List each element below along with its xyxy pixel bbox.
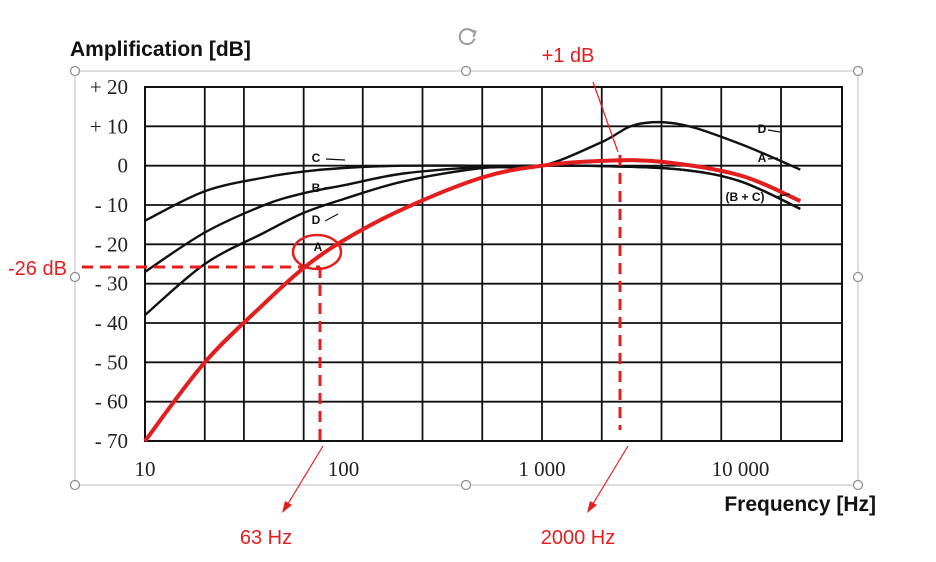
- series-line-a-highlight: [143, 158, 802, 443]
- resize-handle-top-left[interactable]: [69, 65, 81, 77]
- curve-label-leader: [767, 157, 779, 160]
- y-tick-label: + 10: [90, 114, 128, 138]
- x-tick-label: 100: [328, 457, 360, 481]
- resize-handle-top[interactable]: [460, 65, 472, 77]
- arrow-2000hz: [590, 445, 629, 508]
- series-line-c: [144, 164, 801, 222]
- y-tick-label: 0: [118, 154, 129, 178]
- x-axis-title: Frequency [Hz]: [724, 493, 876, 516]
- curve-label: D: [758, 122, 767, 136]
- y-tick-label: - 40: [95, 311, 128, 335]
- curve-label: D: [312, 213, 321, 227]
- curve-label: B: [312, 181, 321, 195]
- y-tick-label: - 20: [95, 232, 128, 256]
- arrow-63hz-head: [282, 501, 292, 513]
- y-axis-title: Amplification [dB]: [70, 38, 251, 61]
- y-tick-label: - 10: [95, 193, 128, 217]
- rotate-icon[interactable]: [458, 28, 477, 46]
- arrow-63hz: [285, 445, 324, 508]
- y-tick-label: - 60: [95, 390, 128, 414]
- plot-border: [144, 86, 843, 442]
- resize-handle-bottom-left[interactable]: [69, 479, 81, 491]
- arrow-2000hz-head: [587, 501, 597, 513]
- resize-handles[interactable]: [69, 65, 864, 491]
- resize-handle-top-right[interactable]: [852, 65, 864, 77]
- curve-label: (B + C): [726, 190, 765, 204]
- x-tick-label: 10: [135, 457, 156, 481]
- resize-handle-bottom-right[interactable]: [852, 479, 864, 491]
- series-line-d: [144, 120, 801, 317]
- highlight-circle: [291, 233, 343, 271]
- annotation-minus26db: -26 dB: [8, 258, 67, 280]
- curve-label-leader: [774, 193, 791, 198]
- curve-label: A: [314, 240, 323, 254]
- curve-label-leader: [325, 158, 346, 161]
- curve-label-leader: [324, 213, 339, 222]
- x-tick-label: 1 000: [518, 457, 565, 481]
- chart-grid: [144, 86, 843, 442]
- series-lines: [143, 120, 802, 443]
- y-tick-labels: + 20 + 10 0 - 10 - 20 - 30 - 40 - 50 - 60 - 70: [90, 75, 128, 453]
- x-tick-labels: 10 100 1 000 10 000: [135, 457, 770, 481]
- y-tick-label: + 20: [90, 75, 128, 99]
- y-tick-label: - 70: [95, 429, 128, 453]
- curve-label-leader: [767, 129, 781, 133]
- annotation-63hz: 63 Hz: [240, 527, 292, 549]
- y-tick-label: - 50: [95, 350, 128, 374]
- annotation-plus1db: +1 dB: [542, 45, 595, 67]
- curve-label-leader: [323, 185, 341, 189]
- highlight-overlay: +1 dB -26 dB 63 Hz 2000 Hz: [8, 45, 629, 549]
- curve-label: C: [312, 151, 321, 165]
- y-tick-label: - 30: [95, 272, 128, 296]
- x-tick-label: 10 000: [712, 457, 770, 481]
- curve-label: A: [758, 151, 767, 165]
- resize-handle-right[interactable]: [852, 271, 864, 283]
- resize-handle-left[interactable]: [69, 271, 81, 283]
- arrow-plus1db: [592, 81, 619, 153]
- selection-frame[interactable]: [74, 70, 859, 486]
- annotation-2000hz: 2000 Hz: [541, 527, 616, 549]
- resize-handle-bottom[interactable]: [460, 479, 472, 491]
